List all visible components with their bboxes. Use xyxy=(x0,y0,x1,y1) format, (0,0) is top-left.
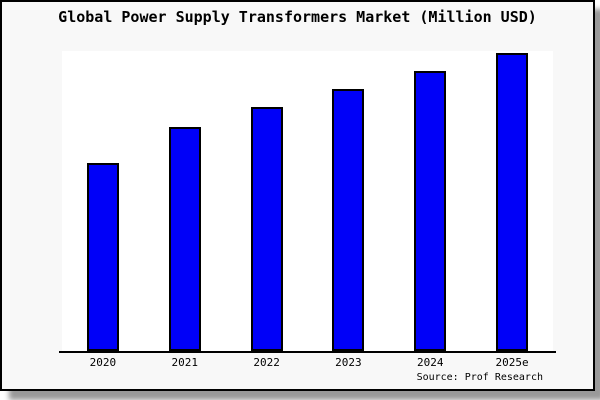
plot-area xyxy=(62,51,553,351)
chart-window: Global Power Supply Transformers Market … xyxy=(0,0,595,391)
x-tick-label-2021: 2021 xyxy=(171,356,199,369)
chart-title: Global Power Supply Transformers Market … xyxy=(58,8,537,26)
bar-2020 xyxy=(86,163,119,351)
bar-2021 xyxy=(168,127,201,351)
source-credit: Source: Prof Research xyxy=(416,372,543,383)
x-tick-label-2020: 2020 xyxy=(89,356,117,369)
x-tick-label-2023: 2023 xyxy=(335,356,362,369)
x-tick-label-2022: 2022 xyxy=(253,356,280,369)
bar-2024 xyxy=(414,71,447,351)
x-tick-label-2024: 2024 xyxy=(417,356,444,369)
x-tick-label-2025e: 2025e xyxy=(495,356,529,369)
bar-2022 xyxy=(250,107,283,351)
bar-2023 xyxy=(332,89,365,351)
bar-2025e xyxy=(496,53,529,351)
x-axis-line xyxy=(59,351,556,353)
